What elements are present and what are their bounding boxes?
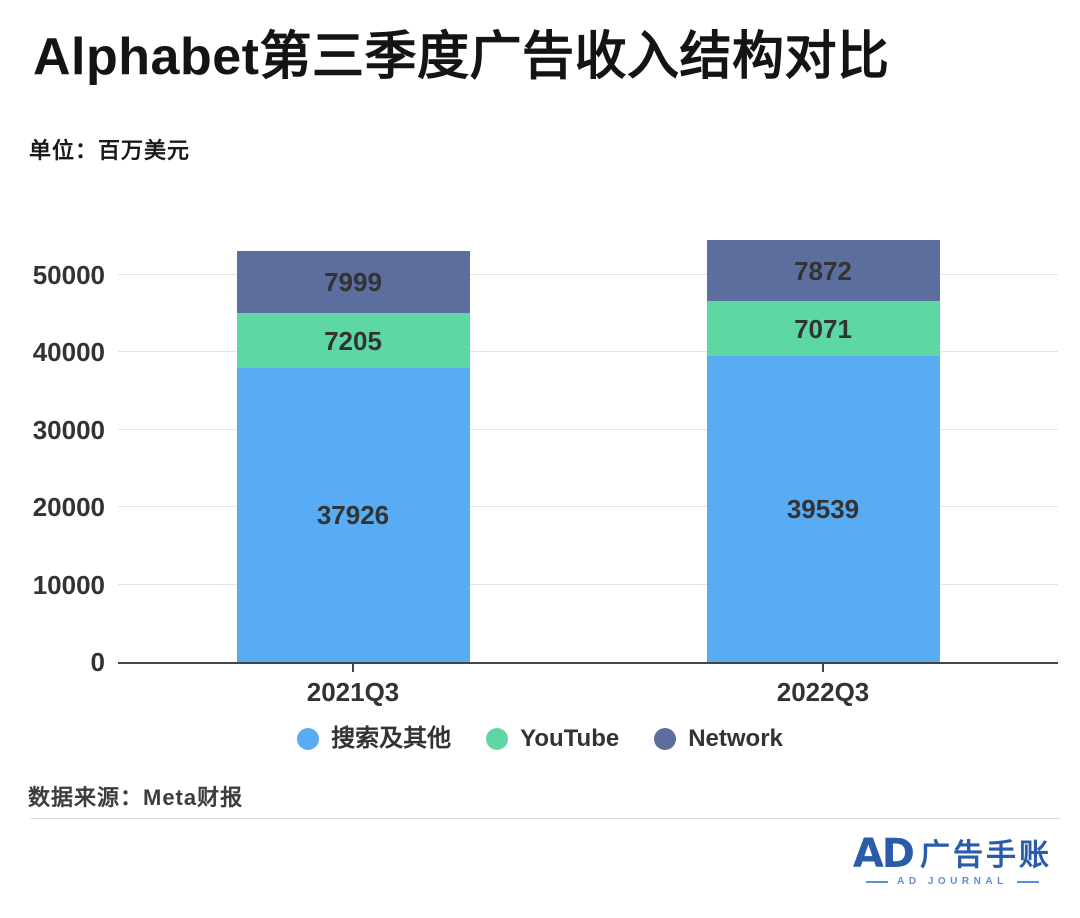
legend: 搜索及其他 YouTube Network <box>0 727 1080 751</box>
bar-segment-Network: 7872 <box>706 240 940 302</box>
y-axis-tick-label: 10000 <box>32 569 105 600</box>
bar-segment-Network: 7999 <box>236 250 470 313</box>
y-axis-tick-label: 20000 <box>32 492 105 523</box>
gridline <box>118 351 1058 353</box>
gridline <box>118 428 1058 430</box>
logo-wordmark: AD 广告手账 <box>852 831 1052 877</box>
legend-item-Network: Network <box>654 727 783 751</box>
source-note: 数据来源：Meta财报 <box>28 785 244 810</box>
ad-journal-logo: AD 广告手账 AD JOURNAL <box>852 831 1052 887</box>
bar-value-label: 7205 <box>324 325 382 356</box>
bar-value-label: 7071 <box>794 313 852 344</box>
gridline <box>118 274 1058 275</box>
y-axis-tick-label: 30000 <box>32 414 105 445</box>
bar-value-label: 37926 <box>316 500 390 531</box>
bar-segment-搜索及其他: 37926 <box>236 368 470 662</box>
logo-subtitle-row: AD JOURNAL <box>866 876 1039 887</box>
x-axis-tick <box>822 662 824 672</box>
legend-item-搜索及其他: 搜索及其他 <box>297 727 451 751</box>
bar-value-label: 7872 <box>794 255 852 286</box>
unit-label: 单位：百万美元 <box>29 138 191 163</box>
y-axis-tick-label: 0 <box>90 647 105 677</box>
legend-dot <box>297 728 320 750</box>
legend-label: Network <box>688 725 783 752</box>
legend-label: YouTube <box>520 725 620 752</box>
x-axis-tick <box>352 662 354 672</box>
gridline <box>118 506 1058 508</box>
y-axis-tick-label: 50000 <box>32 260 105 290</box>
legend-label: 搜索及其他 <box>331 725 452 752</box>
ad-logo-mark: AD <box>852 831 915 877</box>
bar-segment-YouTube: 7205 <box>236 312 470 369</box>
x-axis-label: 2021Q3 <box>306 677 400 707</box>
footer-divider <box>30 818 1060 819</box>
stacked-bar-2022Q3: 39539 7071 7872 <box>706 240 940 662</box>
legend-dot <box>654 728 677 750</box>
stacked-bar-2021Q3: 37926 7205 7999 <box>236 250 470 662</box>
bar-segment-YouTube: 7071 <box>706 301 940 356</box>
x-axis-label: 2022Q3 <box>776 677 870 707</box>
logo-subtitle: AD JOURNAL <box>897 876 1008 887</box>
y-axis-tick-label: 40000 <box>32 337 105 368</box>
gridline <box>118 583 1058 585</box>
legend-item-YouTube: YouTube <box>486 727 619 751</box>
bar-value-label: 39539 <box>786 493 860 524</box>
bar-segment-搜索及其他: 39539 <box>706 355 940 662</box>
legend-dot <box>486 728 509 750</box>
plot-area: 0 10000 20000 30000 40000 50000 37926 7205 7999 2… <box>33 236 1058 705</box>
logo-name: 广告手账 <box>920 838 1052 872</box>
bar-value-label: 7999 <box>324 266 382 297</box>
logo-dash-right <box>1016 880 1039 883</box>
logo-dash-left <box>866 880 889 883</box>
page-title: Alphabet第三季度广告收入结构对比 <box>33 28 890 86</box>
